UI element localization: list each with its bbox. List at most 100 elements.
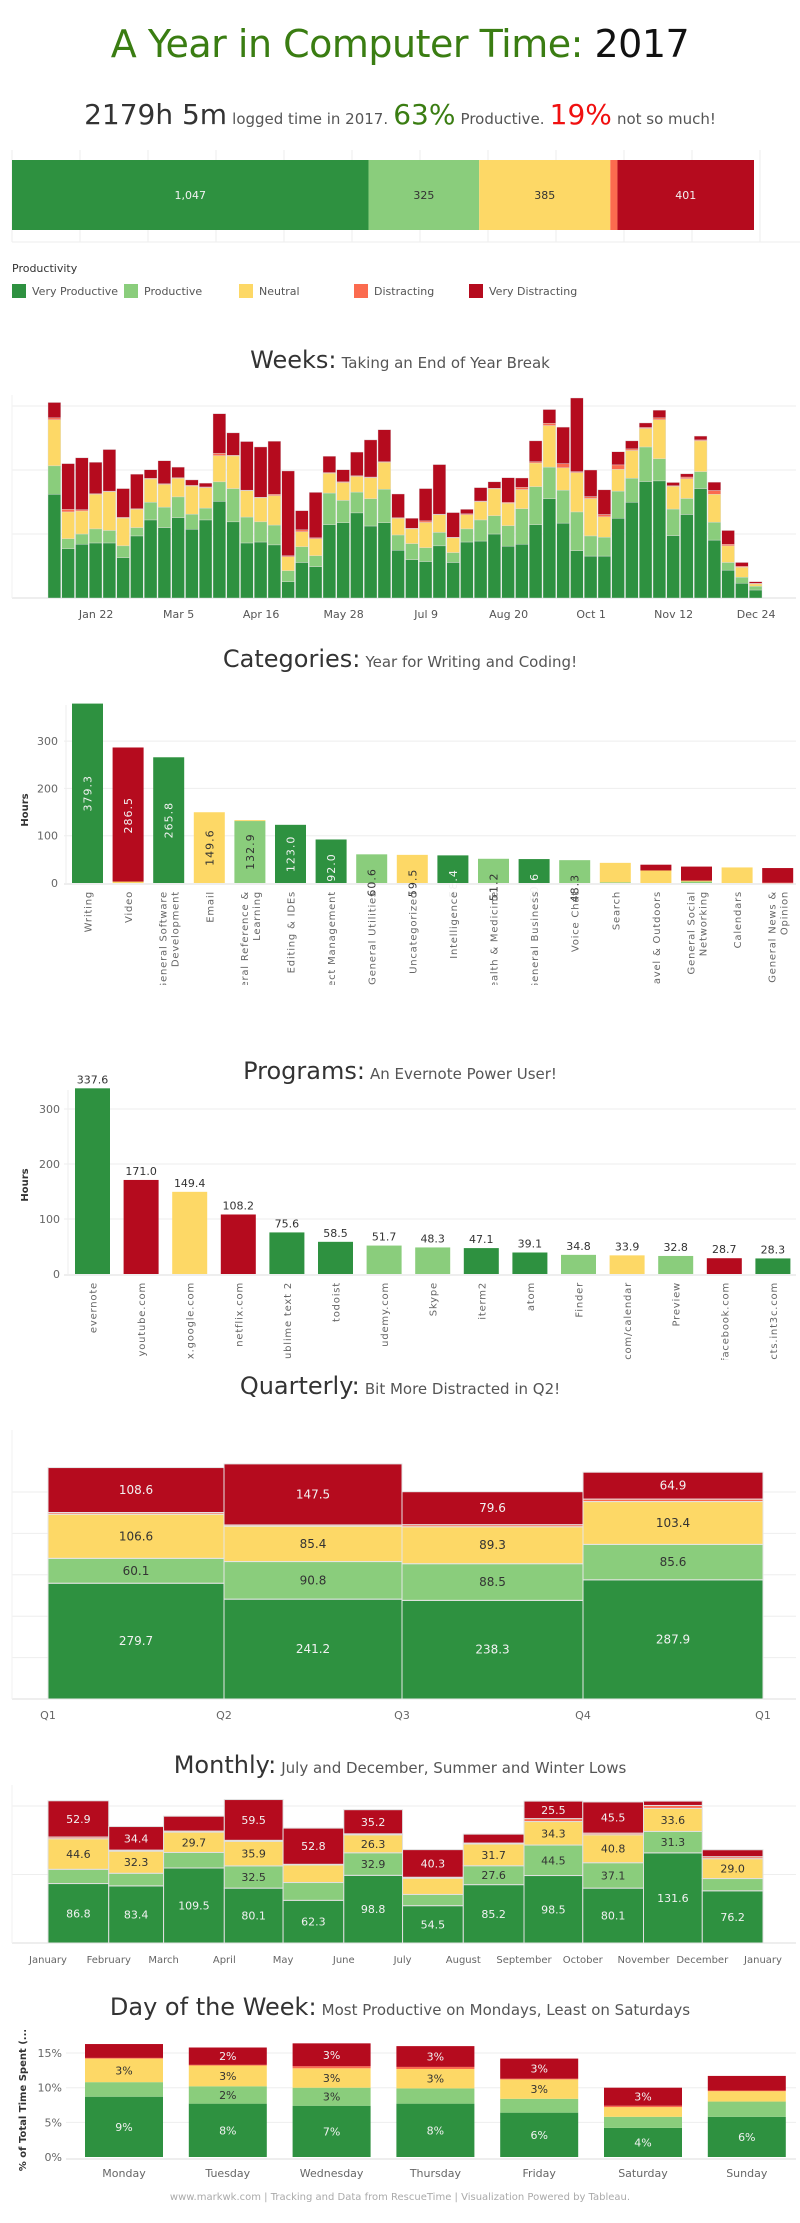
segment-very-distracting (254, 446, 268, 498)
segment-productive (116, 545, 130, 558)
segment-very-distracting (391, 493, 405, 518)
segment-label: 32.5 (241, 1871, 266, 1884)
summary-label-neutral: 385 (534, 189, 555, 202)
segment-productive (701, 1878, 764, 1892)
bar-week-30 (446, 512, 460, 599)
segment-very-productive (322, 524, 336, 599)
segment-productive (75, 533, 89, 545)
bar-jan: 86.8 44.6 52.9 (47, 1800, 110, 1944)
segment-productive (604, 2116, 682, 2128)
segment-productive (130, 527, 144, 537)
x-category-label: evernote (89, 1282, 100, 1333)
bar-tuesday: 8% 2% 3% 2% (188, 2047, 267, 2157)
segment-label: 29.7 (182, 1836, 207, 1849)
segment-productive (529, 486, 543, 525)
legend-item-very-distracting[interactable]: Very Distracting (469, 284, 599, 298)
segment-label: 80.1 (601, 1910, 626, 1923)
segment-productive (721, 562, 735, 571)
segment-label: 35.2 (361, 1816, 386, 1829)
bar-value-label: 58.4 (447, 869, 460, 898)
segment-very-productive (157, 527, 171, 599)
segment-very-distracting (694, 435, 708, 441)
segment-neutral (542, 425, 556, 468)
bar (318, 1241, 353, 1274)
segment-neutral (401, 1526, 584, 1565)
segment-productive (735, 576, 749, 584)
bar-week-21 (322, 456, 336, 599)
segment-productive (391, 534, 405, 551)
quarterly-heading: Quarterly: (239, 1372, 360, 1400)
bar-week-14 (226, 432, 240, 599)
segment-very-distracting (432, 464, 446, 515)
segment-very-productive (570, 550, 584, 599)
x-category-label: youtube.com (137, 1282, 148, 1356)
summary-label-very-productive: 1,047 (175, 189, 207, 202)
segment-very-productive (401, 1599, 584, 1700)
bar-value-label: 50.6 (528, 873, 541, 902)
monthly-chart: 86.8 44.6 52.9 83.4 32.3 34.4 109.5 29.7 80.1 32.… (11, 1785, 796, 1966)
segment-label: 89.3 (479, 1538, 506, 1552)
swatch-neutral (239, 284, 253, 298)
segment-very-distracting (47, 1467, 225, 1514)
segment-neutral (309, 538, 323, 556)
title-year: 2017 (594, 22, 690, 66)
segment-very-productive (61, 548, 75, 599)
segment-very-distracting (643, 1800, 703, 1806)
bar (609, 1255, 645, 1274)
segment-very-distracting (364, 439, 378, 478)
summary-segment-neutral (479, 160, 611, 230)
segment-label: 31.3 (661, 1836, 686, 1849)
segment-very-distracting (604, 2087, 682, 2106)
legend-item-distracting[interactable]: Distracting (354, 284, 469, 298)
segment-distracting (556, 463, 570, 468)
bar-value-label: 92.0 (325, 853, 338, 882)
bar-week-38 (556, 426, 570, 599)
segment-productive (556, 489, 570, 524)
x-category-label: General Social (687, 891, 698, 974)
programs-title: Programs: An Evernote Power User! (0, 1057, 800, 1085)
segment-productive (108, 1872, 165, 1887)
x-category-label: Tuesday (204, 2167, 250, 2180)
segment-neutral (112, 881, 144, 883)
bar-value-label: 75.6 (275, 1217, 300, 1230)
legend-label: Very Productive (32, 284, 119, 298)
title-main: A Year in Computer Time: (110, 22, 584, 66)
x-category-label: Saturday (618, 2167, 668, 2180)
legend-item-very-productive[interactable]: Very Productive (12, 284, 124, 298)
bar-q3: 238.3 88.5 89.3 79.6 (401, 1491, 584, 1700)
segment-very-productive (108, 1885, 165, 1944)
legend-item-neutral[interactable]: Neutral (239, 284, 354, 298)
segment-label: 241.2 (296, 1642, 330, 1656)
segment-very-distracting (85, 2044, 163, 2058)
segment-productive (322, 492, 336, 525)
bar-week-12 (199, 482, 213, 599)
bar-editing-ides (275, 824, 306, 883)
x-tick-label: Apr 16 (243, 608, 280, 621)
bar-facebook-com: 28.7 facebook.com (706, 1243, 742, 1360)
segment-very-productive (735, 583, 749, 599)
segment-very-productive (343, 1874, 404, 1944)
segment-very-productive (501, 545, 515, 599)
legend-item-productive[interactable]: Productive (124, 284, 239, 298)
segment-neutral (396, 854, 428, 883)
segment-very-productive (226, 521, 240, 599)
legend-label: Distracting (374, 284, 435, 298)
segment-very-distracting (116, 488, 130, 518)
segment-productive (157, 506, 171, 528)
segment-productive (281, 570, 295, 582)
bar-week-27 (405, 518, 419, 599)
segment-very-distracting (336, 469, 350, 483)
segment-productive (185, 513, 199, 530)
page-title: A Year in Computer Time: 2017 (0, 22, 800, 66)
segment-productive (336, 500, 350, 524)
segment-very-productive (212, 501, 226, 599)
segment-neutral (116, 517, 130, 547)
segment-productive (487, 515, 501, 535)
segment-productive (47, 1868, 110, 1885)
categories-chart: 0 100 200 300 Hours 379.3 286.5 265.8 149.6 132.9… (20, 703, 796, 985)
bar-week-36 (529, 440, 543, 599)
segment-productive (432, 532, 446, 547)
segment-very-productive (89, 542, 103, 599)
bar-week-9 (157, 460, 171, 599)
segment-label: 25.5 (541, 1804, 566, 1817)
